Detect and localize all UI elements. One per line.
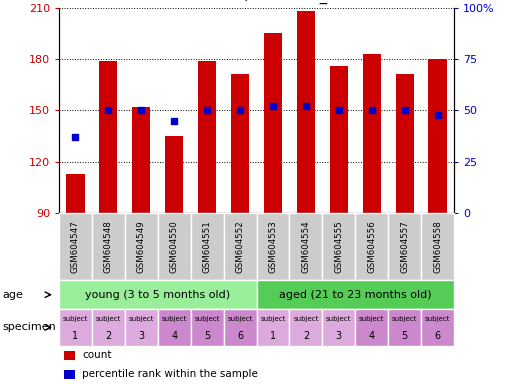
Point (433, 111, 442, 118)
Text: GSM604548: GSM604548 (104, 220, 113, 273)
Text: count: count (82, 350, 112, 360)
Bar (59, 280, 256, 309)
Text: 4: 4 (369, 331, 375, 341)
Text: 3: 3 (336, 331, 342, 341)
Bar (191, 309, 224, 346)
Bar (289, 213, 322, 280)
Text: 2: 2 (105, 331, 111, 341)
Point (269, 103, 277, 109)
Bar (421, 309, 454, 346)
Point (401, 107, 409, 114)
Point (302, 103, 310, 109)
Point (203, 107, 211, 114)
Bar (396, 74, 413, 213)
Text: 5: 5 (402, 331, 408, 341)
Text: 1: 1 (72, 331, 78, 341)
Text: GSM604549: GSM604549 (137, 220, 146, 273)
Bar (191, 213, 224, 280)
Text: GSM604551: GSM604551 (203, 220, 212, 273)
Text: subject: subject (260, 316, 286, 322)
Text: subject: subject (129, 316, 154, 322)
Text: 6: 6 (237, 331, 243, 341)
Bar (64, 351, 75, 360)
Bar (132, 107, 150, 213)
Text: subject: subject (425, 316, 450, 322)
Text: GSM604557: GSM604557 (400, 220, 409, 273)
Bar (330, 66, 348, 213)
Text: GSM604554: GSM604554 (301, 220, 310, 273)
Bar (158, 213, 191, 280)
Bar (388, 309, 421, 346)
Text: subject: subject (326, 316, 351, 322)
Point (236, 107, 244, 114)
Bar (388, 213, 421, 280)
Text: subject: subject (359, 316, 384, 322)
Text: 6: 6 (435, 331, 441, 341)
Point (71, 134, 80, 140)
Text: GSM604552: GSM604552 (235, 220, 245, 273)
Bar (59, 213, 92, 280)
Text: percentile rank within the sample: percentile rank within the sample (82, 369, 258, 379)
Text: GSM604547: GSM604547 (71, 220, 80, 273)
Bar (264, 33, 282, 213)
Text: subject: subject (392, 316, 417, 322)
Bar (66, 174, 85, 213)
Bar (322, 213, 355, 280)
Bar (125, 213, 158, 280)
Bar (256, 280, 454, 309)
Text: 5: 5 (204, 331, 210, 341)
Bar (165, 136, 183, 213)
Bar (100, 61, 117, 213)
Bar (322, 309, 355, 346)
Text: 2: 2 (303, 331, 309, 341)
Bar (363, 54, 381, 213)
Text: subject: subject (227, 316, 253, 322)
Text: GSM604555: GSM604555 (334, 220, 343, 273)
Text: subject: subject (194, 316, 220, 322)
Point (137, 107, 145, 114)
Text: subject: subject (293, 316, 319, 322)
Bar (355, 309, 388, 346)
Bar (64, 370, 75, 379)
Bar (158, 309, 191, 346)
Bar (297, 11, 315, 213)
Text: subject: subject (96, 316, 121, 322)
Text: GDS3939 / 1392744_at: GDS3939 / 1392744_at (171, 0, 342, 4)
Bar (355, 213, 388, 280)
Text: 4: 4 (171, 331, 177, 341)
Bar (59, 309, 92, 346)
Bar (428, 59, 447, 213)
Text: age: age (3, 290, 24, 300)
Text: GSM604550: GSM604550 (170, 220, 179, 273)
Bar (92, 309, 125, 346)
Point (170, 118, 179, 124)
Point (104, 107, 112, 114)
Bar (256, 309, 289, 346)
Text: subject: subject (63, 316, 88, 322)
Bar (198, 61, 216, 213)
Text: GSM604556: GSM604556 (367, 220, 376, 273)
Text: GSM604553: GSM604553 (268, 220, 278, 273)
Bar (224, 213, 256, 280)
Bar (125, 309, 158, 346)
Bar (256, 213, 289, 280)
Text: aged (21 to 23 months old): aged (21 to 23 months old) (279, 290, 431, 300)
Bar (231, 74, 249, 213)
Bar (224, 309, 256, 346)
Text: specimen: specimen (3, 322, 56, 333)
Text: GSM604558: GSM604558 (433, 220, 442, 273)
Bar (421, 213, 454, 280)
Text: 3: 3 (138, 331, 144, 341)
Bar (289, 309, 322, 346)
Text: subject: subject (162, 316, 187, 322)
Point (368, 107, 376, 114)
Text: young (3 to 5 months old): young (3 to 5 months old) (85, 290, 230, 300)
Bar (92, 213, 125, 280)
Text: 1: 1 (270, 331, 276, 341)
Point (334, 107, 343, 114)
